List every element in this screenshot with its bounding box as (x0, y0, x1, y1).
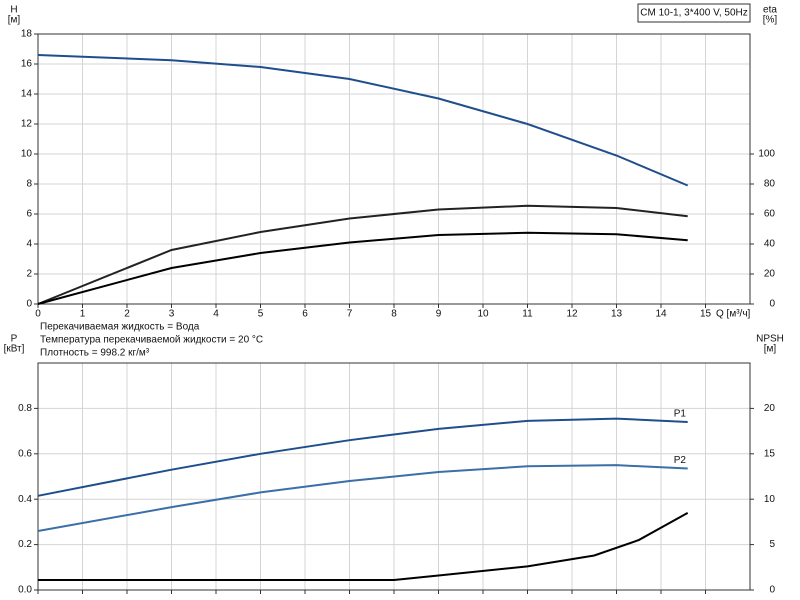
x-tick-label: 10 (477, 309, 489, 320)
x-tick-label: 0 (35, 309, 41, 320)
y2-tick-label: 20 (764, 403, 776, 414)
y2-axis-label: NPSH (756, 334, 784, 345)
x-tick-label: 5 (258, 309, 264, 320)
x-tick-label: 12 (566, 309, 578, 320)
y-tick-label: 0.0 (18, 585, 32, 596)
y2-axis-unit: [м] (764, 344, 777, 355)
y2-tick-label: 0 (769, 299, 775, 310)
x-tick-label: 3 (169, 309, 175, 320)
y-tick-label: 12 (21, 119, 33, 130)
y-tick-label: 6 (26, 209, 32, 220)
series-line (37, 231, 688, 305)
y-tick-label: 2 (26, 269, 32, 280)
x-tick-label: 6 (302, 309, 308, 320)
series-line (37, 464, 688, 532)
x-tick-label: 7 (347, 309, 353, 320)
x-tick-label: 13 (611, 309, 623, 320)
y-tick-label: 0.2 (18, 539, 32, 550)
y-axis-unit: [кВт] (4, 344, 25, 355)
y2-tick-label: 0 (769, 585, 775, 596)
series-label: P1 (674, 409, 687, 420)
x-tick-label: 2 (124, 309, 130, 320)
y2-tick-label: 20 (764, 269, 776, 280)
series-line (37, 204, 688, 305)
note: Плотность = 998.2 кг/м³ (40, 348, 150, 359)
x-tick-label: 15 (700, 309, 712, 320)
x-tick-label: 14 (655, 309, 667, 320)
y-tick-label: 8 (26, 179, 32, 190)
y-tick-label: 0.6 (18, 448, 32, 459)
y2-tick-label: 40 (764, 239, 776, 250)
x-tick-label: 4 (213, 309, 219, 320)
note: Перекачиваемая жидкость = Вода (40, 322, 200, 333)
x-tick-label: 8 (391, 309, 397, 320)
x-tick-label: 1 (80, 309, 86, 320)
y2-tick-label: 5 (769, 539, 775, 550)
y2-tick-label: 80 (764, 179, 776, 190)
y-tick-label: 16 (21, 59, 33, 70)
series-line (37, 417, 688, 497)
series-label: P2 (674, 455, 687, 466)
plot-frame (37, 362, 751, 591)
y2-axis-label: eta (763, 5, 777, 16)
note: Температура перекачиваемой жидкости = 20… (40, 335, 263, 346)
plot-frame (37, 33, 751, 305)
y-axis-unit: [м] (8, 15, 21, 26)
y-axis-label: P (11, 334, 18, 345)
chart-title: CM 10-1, 3*400 V, 50Hz (640, 8, 747, 19)
x-axis-label: Q [м³/ч] (716, 309, 751, 320)
y2-axis-unit: [%] (763, 15, 778, 26)
y-tick-label: 14 (21, 89, 33, 100)
y-axis-label: H (10, 5, 17, 16)
y-tick-label: 10 (21, 149, 33, 160)
x-tick-label: 11 (522, 309, 533, 320)
y-tick-label: 0.4 (18, 494, 32, 505)
y2-tick-label: 15 (764, 448, 776, 459)
y-tick-label: 0 (26, 299, 32, 310)
series-line (37, 54, 689, 187)
y2-tick-label: 60 (764, 209, 776, 220)
y-tick-label: 18 (21, 29, 33, 40)
y2-tick-label: 10 (764, 494, 776, 505)
title-box (637, 3, 751, 23)
series-line (38, 511, 689, 582)
x-tick-label: 9 (436, 309, 442, 320)
y2-tick-label: 100 (758, 149, 775, 160)
y-tick-label: 4 (26, 239, 32, 250)
y-tick-label: 0.8 (18, 403, 32, 414)
